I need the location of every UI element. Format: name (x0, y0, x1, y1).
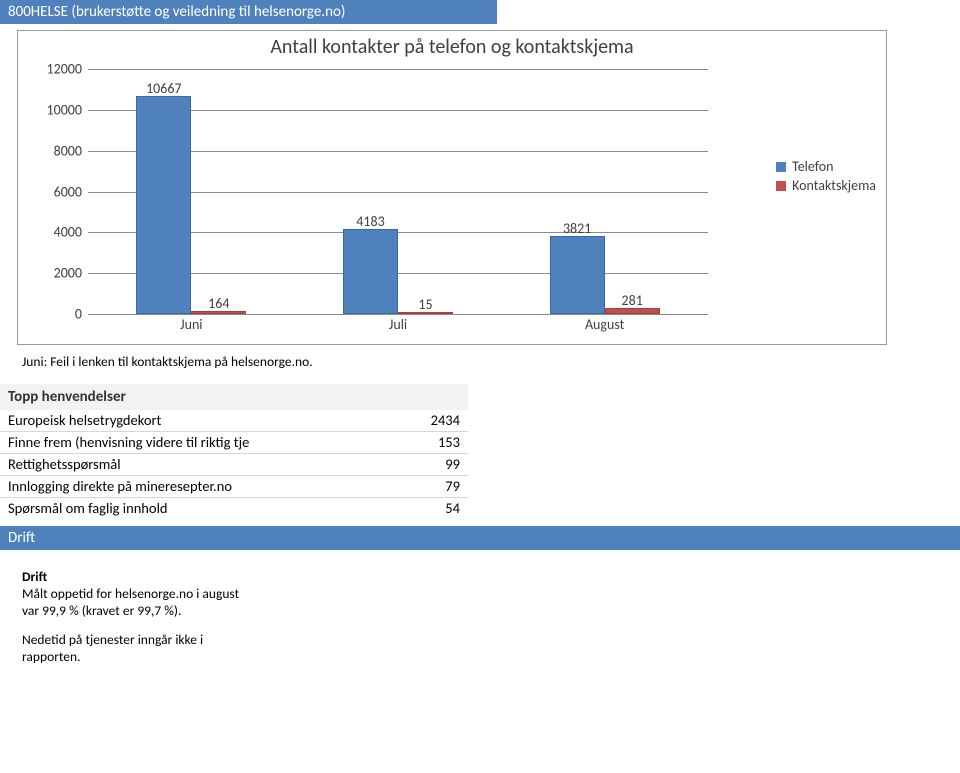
table-cell-label: Finne frem (henvisning videre til riktig… (8, 432, 410, 453)
table-row: Europeisk helsetrygdekort2434 (0, 410, 468, 432)
y-axis-label: 10000 (28, 101, 88, 118)
drift-line: Nedetid på tjenester inngår ikke i (22, 631, 352, 648)
chart-legend: Telefon Kontaktskjema (776, 156, 876, 196)
table-row: Spørsmål om faglig innhold54 (0, 498, 468, 519)
bar-value-label: 15 (418, 296, 432, 313)
topp-table: Topp henvendelser Europeisk helsetrygdek… (0, 384, 468, 519)
drift-section: Drift Drift Målt oppetid for helsenorge.… (0, 526, 960, 665)
bar-value-label: 4183 (356, 213, 384, 230)
y-axis-label: 2000 (28, 265, 88, 282)
table-cell-value: 79 (410, 476, 460, 497)
bar-telefon: 10667 (136, 96, 191, 314)
drift-body: Drift Målt oppetid for helsenorge.no i a… (22, 568, 352, 665)
table-row: Finne frem (henvisning videre til riktig… (0, 432, 468, 454)
legend-item: Telefon (776, 158, 876, 175)
bar-value-label: 164 (208, 295, 229, 312)
table-cell-value: 99 (410, 454, 460, 475)
bar-group: 3821 281 (550, 69, 660, 314)
table-cell-label: Spørsmål om faglig innhold (8, 498, 410, 519)
y-axis-label: 4000 (28, 224, 88, 241)
section-header-text: 800HELSE (brukerstøtte og veiledning til… (8, 3, 345, 21)
drift-header: Drift (0, 526, 960, 550)
bar-telefon: 4183 (343, 229, 398, 314)
drift-line: Målt oppetid for helsenorge.no i august (22, 585, 352, 602)
table-row: Rettighetsspørsmål99 (0, 454, 468, 476)
legend-label: Kontaktskjema (792, 177, 876, 194)
chart-container: Antall kontakter på telefon og kontaktsk… (17, 30, 887, 345)
table-cell-value: 153 (410, 432, 460, 453)
x-axis-label: Juni (180, 314, 202, 333)
table-cell-value: 2434 (410, 410, 460, 431)
bar-group: 4183 15 (343, 69, 453, 314)
legend-label: Telefon (792, 158, 833, 175)
table-row: Innlogging direkte på mineresepter.no79 (0, 476, 468, 498)
y-axis-label: 0 (28, 306, 88, 323)
table-cell-label: Innlogging direkte på mineresepter.no (8, 476, 410, 497)
bar-telefon: 3821 (550, 236, 605, 314)
legend-swatch (776, 181, 786, 191)
topp-header: Topp henvendelser (0, 384, 468, 410)
chart-title: Antall kontakter på telefon og kontaktsk… (18, 35, 886, 59)
y-axis-label: 8000 (28, 142, 88, 159)
bar-value-label: 10667 (146, 80, 181, 97)
drift-line: var 99,9 % (kravet er 99,7 %). (22, 602, 352, 619)
legend-swatch (776, 162, 786, 172)
drift-title: Drift (22, 568, 352, 585)
bar-value-label: 3821 (563, 220, 591, 237)
y-axis-label: 6000 (28, 183, 88, 200)
chart-plot-area: 02000400060008000100001200010667164Juni4… (88, 69, 708, 314)
x-axis-label: August (585, 314, 624, 333)
drift-line: rapporten. (22, 648, 352, 665)
table-cell-label: Europeisk helsetrygdekort (8, 410, 410, 431)
x-axis-label: Juli (389, 314, 407, 333)
chart-note: Juni: Feil i lenken til kontaktskjema på… (22, 353, 960, 370)
bar-value-label: 281 (622, 292, 643, 309)
spacer (22, 619, 352, 631)
section-header: 800HELSE (brukerstøtte og veiledning til… (0, 0, 497, 24)
table-cell-value: 54 (410, 498, 460, 519)
legend-item: Kontaktskjema (776, 177, 876, 194)
bar-group: 10667 164 (136, 69, 246, 314)
y-axis-label: 12000 (28, 61, 88, 78)
table-cell-label: Rettighetsspørsmål (8, 454, 410, 475)
